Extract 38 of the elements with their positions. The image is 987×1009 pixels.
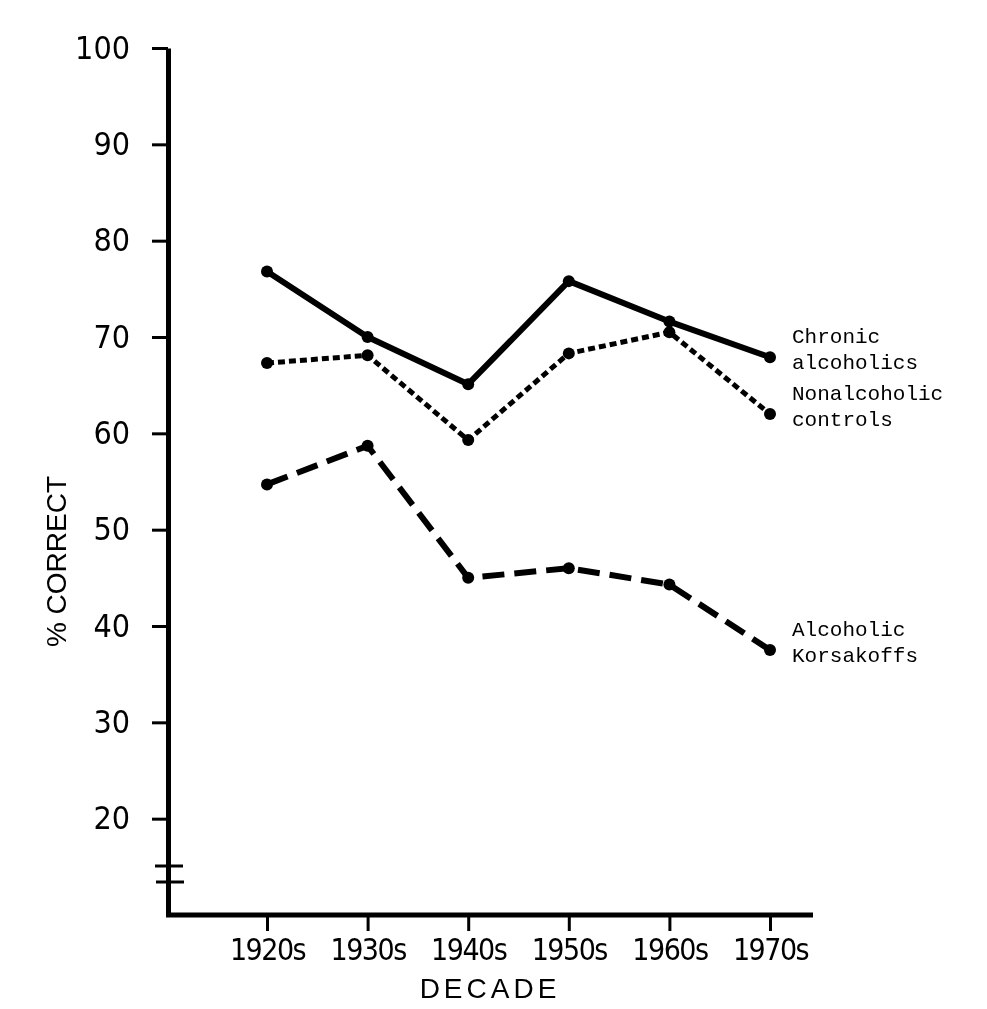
- point: [663, 578, 676, 591]
- point: [562, 347, 575, 360]
- point: [261, 357, 273, 370]
- point: [764, 408, 776, 421]
- series-label: Alcoholic Korsakoffs: [792, 619, 919, 669]
- y-tick-label: 40: [93, 606, 130, 645]
- x-axis-title: DECADE: [419, 973, 561, 1004]
- y-tick-label: 80: [93, 221, 130, 260]
- point: [361, 331, 374, 343]
- y-tick-label: 50: [93, 510, 130, 549]
- point: [361, 439, 374, 452]
- point: [764, 644, 776, 657]
- x-tick-label: 1920s: [229, 932, 306, 968]
- point: [361, 349, 374, 362]
- point: [764, 351, 776, 364]
- point: [462, 571, 475, 584]
- y-tick-label: 100: [75, 28, 130, 67]
- y-axis-title: % CORRECT: [41, 475, 72, 648]
- x-tick-label: 1940s: [431, 932, 507, 968]
- point: [261, 478, 273, 491]
- y-tick-label: 90: [93, 125, 130, 164]
- y-tick-label: 70: [93, 317, 130, 356]
- x-tick-label: 1960s: [632, 932, 708, 968]
- point: [663, 315, 676, 328]
- point: [562, 562, 575, 575]
- point: [261, 265, 273, 278]
- y-tick-label: 30: [93, 703, 130, 742]
- series-label: Nonalcoholic controls: [792, 383, 944, 433]
- y-tick-label: 20: [93, 799, 130, 838]
- x-tick-label: 1970s: [732, 932, 809, 968]
- series-label: Chronic alcoholics: [792, 326, 919, 376]
- point: [663, 326, 676, 339]
- point: [562, 275, 575, 288]
- y-tick-label: 60: [93, 414, 130, 453]
- point: [462, 378, 475, 391]
- point: [462, 434, 475, 447]
- x-tick-label: 1930s: [330, 932, 407, 968]
- x-tick-label: 1950s: [531, 932, 608, 968]
